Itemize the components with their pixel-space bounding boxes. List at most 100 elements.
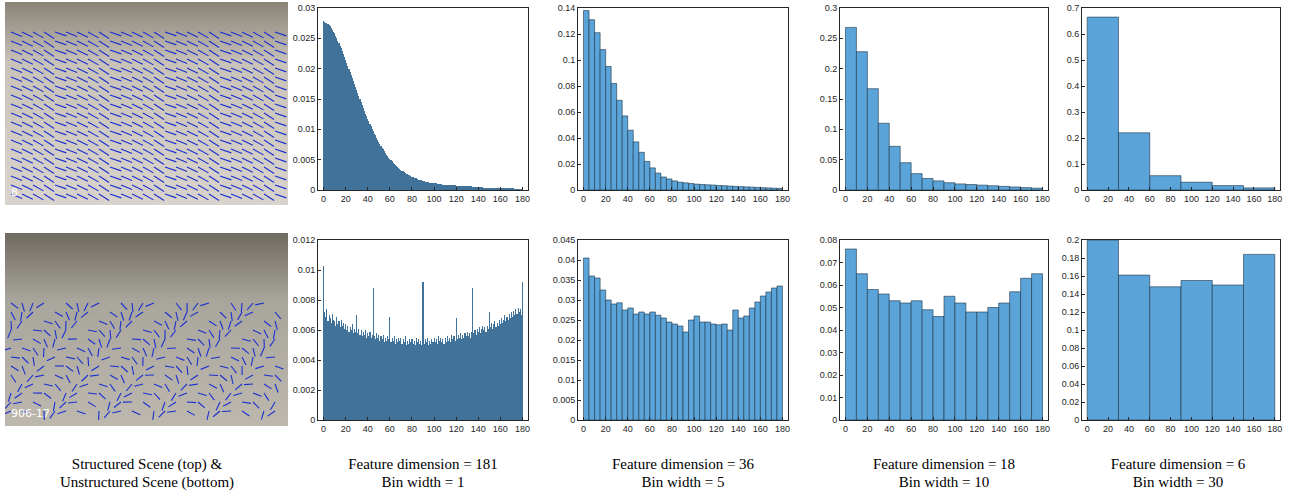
svg-text:160: 160 xyxy=(753,194,768,204)
svg-text:40: 40 xyxy=(1124,424,1134,434)
svg-text:160: 160 xyxy=(1246,424,1261,434)
svg-text:180: 180 xyxy=(1035,194,1050,204)
svg-text:0.015: 0.015 xyxy=(553,355,576,365)
svg-text:0.6: 0.6 xyxy=(1067,29,1080,39)
svg-text:20: 20 xyxy=(341,424,351,434)
svg-text:100: 100 xyxy=(427,424,442,434)
svg-text:0: 0 xyxy=(1074,415,1079,425)
svg-text:0: 0 xyxy=(843,194,848,204)
svg-text:20: 20 xyxy=(862,194,872,204)
svg-text:160: 160 xyxy=(1246,194,1261,204)
svg-text:20: 20 xyxy=(601,194,611,204)
svg-text:100: 100 xyxy=(1184,424,1199,434)
svg-text:0.2: 0.2 xyxy=(825,64,838,74)
svg-text:0.04: 0.04 xyxy=(820,325,838,335)
svg-text:60: 60 xyxy=(385,194,395,204)
svg-text:140: 140 xyxy=(731,424,746,434)
svg-text:180: 180 xyxy=(515,424,530,434)
svg-text:0.7: 0.7 xyxy=(1067,3,1080,13)
svg-text:0.12: 0.12 xyxy=(558,29,576,39)
svg-text:0.1: 0.1 xyxy=(1067,325,1080,335)
svg-text:0.2: 0.2 xyxy=(1067,235,1080,245)
svg-text:0: 0 xyxy=(321,194,326,204)
svg-text:0.3: 0.3 xyxy=(825,3,838,13)
svg-text:140: 140 xyxy=(991,424,1006,434)
svg-text:0.05: 0.05 xyxy=(820,155,838,165)
svg-text:80: 80 xyxy=(667,424,677,434)
svg-text:100: 100 xyxy=(687,424,702,434)
svg-text:0.025: 0.025 xyxy=(553,315,576,325)
svg-text:0.15: 0.15 xyxy=(820,94,838,104)
svg-text:0: 0 xyxy=(1074,185,1079,195)
svg-text:0.06: 0.06 xyxy=(820,280,838,290)
svg-text:0.005: 0.005 xyxy=(293,155,316,165)
svg-text:80: 80 xyxy=(1166,424,1176,434)
svg-text:140: 140 xyxy=(471,194,486,204)
svg-text:0: 0 xyxy=(832,415,837,425)
svg-text:0.002: 0.002 xyxy=(293,385,316,395)
svg-text:0.035: 0.035 xyxy=(553,275,576,285)
svg-text:0.02: 0.02 xyxy=(558,159,576,169)
svg-text:120: 120 xyxy=(1205,424,1220,434)
svg-text:0.02: 0.02 xyxy=(298,64,316,74)
svg-text:0.3: 0.3 xyxy=(1067,107,1080,117)
svg-text:100: 100 xyxy=(1184,194,1199,204)
svg-text:0.004: 0.004 xyxy=(293,355,316,365)
svg-text:0.02: 0.02 xyxy=(820,370,838,380)
svg-text:20: 20 xyxy=(862,424,872,434)
svg-text:0.4: 0.4 xyxy=(1067,81,1080,91)
svg-text:0.006: 0.006 xyxy=(293,325,316,335)
svg-text:0.1: 0.1 xyxy=(1067,159,1080,169)
svg-text:0.01: 0.01 xyxy=(298,265,316,275)
svg-text:0: 0 xyxy=(581,424,586,434)
svg-text:80: 80 xyxy=(407,424,417,434)
svg-text:0.045: 0.045 xyxy=(553,235,576,245)
svg-text:0.1: 0.1 xyxy=(825,124,838,134)
svg-text:140: 140 xyxy=(731,194,746,204)
svg-text:60: 60 xyxy=(1145,194,1155,204)
svg-text:0.02: 0.02 xyxy=(1062,397,1080,407)
svg-text:40: 40 xyxy=(363,424,373,434)
svg-text:0: 0 xyxy=(310,185,315,195)
svg-text:60: 60 xyxy=(1145,424,1155,434)
svg-text:160: 160 xyxy=(1013,424,1028,434)
svg-text:120: 120 xyxy=(969,424,984,434)
svg-text:0.04: 0.04 xyxy=(558,133,576,143)
svg-text:40: 40 xyxy=(623,194,633,204)
svg-text:0.015: 0.015 xyxy=(293,94,316,104)
svg-text:40: 40 xyxy=(363,194,373,204)
svg-text:0.14: 0.14 xyxy=(558,3,576,13)
svg-text:180: 180 xyxy=(1267,424,1282,434)
svg-text:0.02: 0.02 xyxy=(558,335,576,345)
svg-text:0: 0 xyxy=(1085,424,1090,434)
svg-text:160: 160 xyxy=(753,424,768,434)
svg-text:0.18: 0.18 xyxy=(1062,253,1080,263)
svg-text:0.2: 0.2 xyxy=(1067,133,1080,143)
svg-text:0.03: 0.03 xyxy=(558,295,576,305)
svg-text:80: 80 xyxy=(928,424,938,434)
svg-text:0.01: 0.01 xyxy=(558,375,576,385)
svg-text:180: 180 xyxy=(1267,194,1282,204)
svg-text:0.07: 0.07 xyxy=(820,258,838,268)
svg-text:0.16: 0.16 xyxy=(1062,271,1080,281)
svg-text:0.025: 0.025 xyxy=(293,33,316,43)
svg-text:20: 20 xyxy=(1103,424,1113,434)
svg-text:120: 120 xyxy=(969,194,984,204)
svg-text:180: 180 xyxy=(1035,424,1050,434)
svg-text:100: 100 xyxy=(427,194,442,204)
svg-text:100: 100 xyxy=(947,424,962,434)
svg-text:80: 80 xyxy=(1166,194,1176,204)
svg-text:0.1: 0.1 xyxy=(563,55,576,65)
svg-text:120: 120 xyxy=(449,424,464,434)
svg-text:0: 0 xyxy=(310,415,315,425)
svg-text:0.14: 0.14 xyxy=(1062,289,1080,299)
svg-text:0.5: 0.5 xyxy=(1067,55,1080,65)
svg-text:0.008: 0.008 xyxy=(293,295,316,305)
svg-text:180: 180 xyxy=(515,194,530,204)
svg-text:0.03: 0.03 xyxy=(820,348,838,358)
svg-text:0.04: 0.04 xyxy=(558,255,576,265)
svg-text:40: 40 xyxy=(884,424,894,434)
svg-text:40: 40 xyxy=(623,424,633,434)
svg-text:0.25: 0.25 xyxy=(820,33,838,43)
svg-text:40: 40 xyxy=(1124,194,1134,204)
